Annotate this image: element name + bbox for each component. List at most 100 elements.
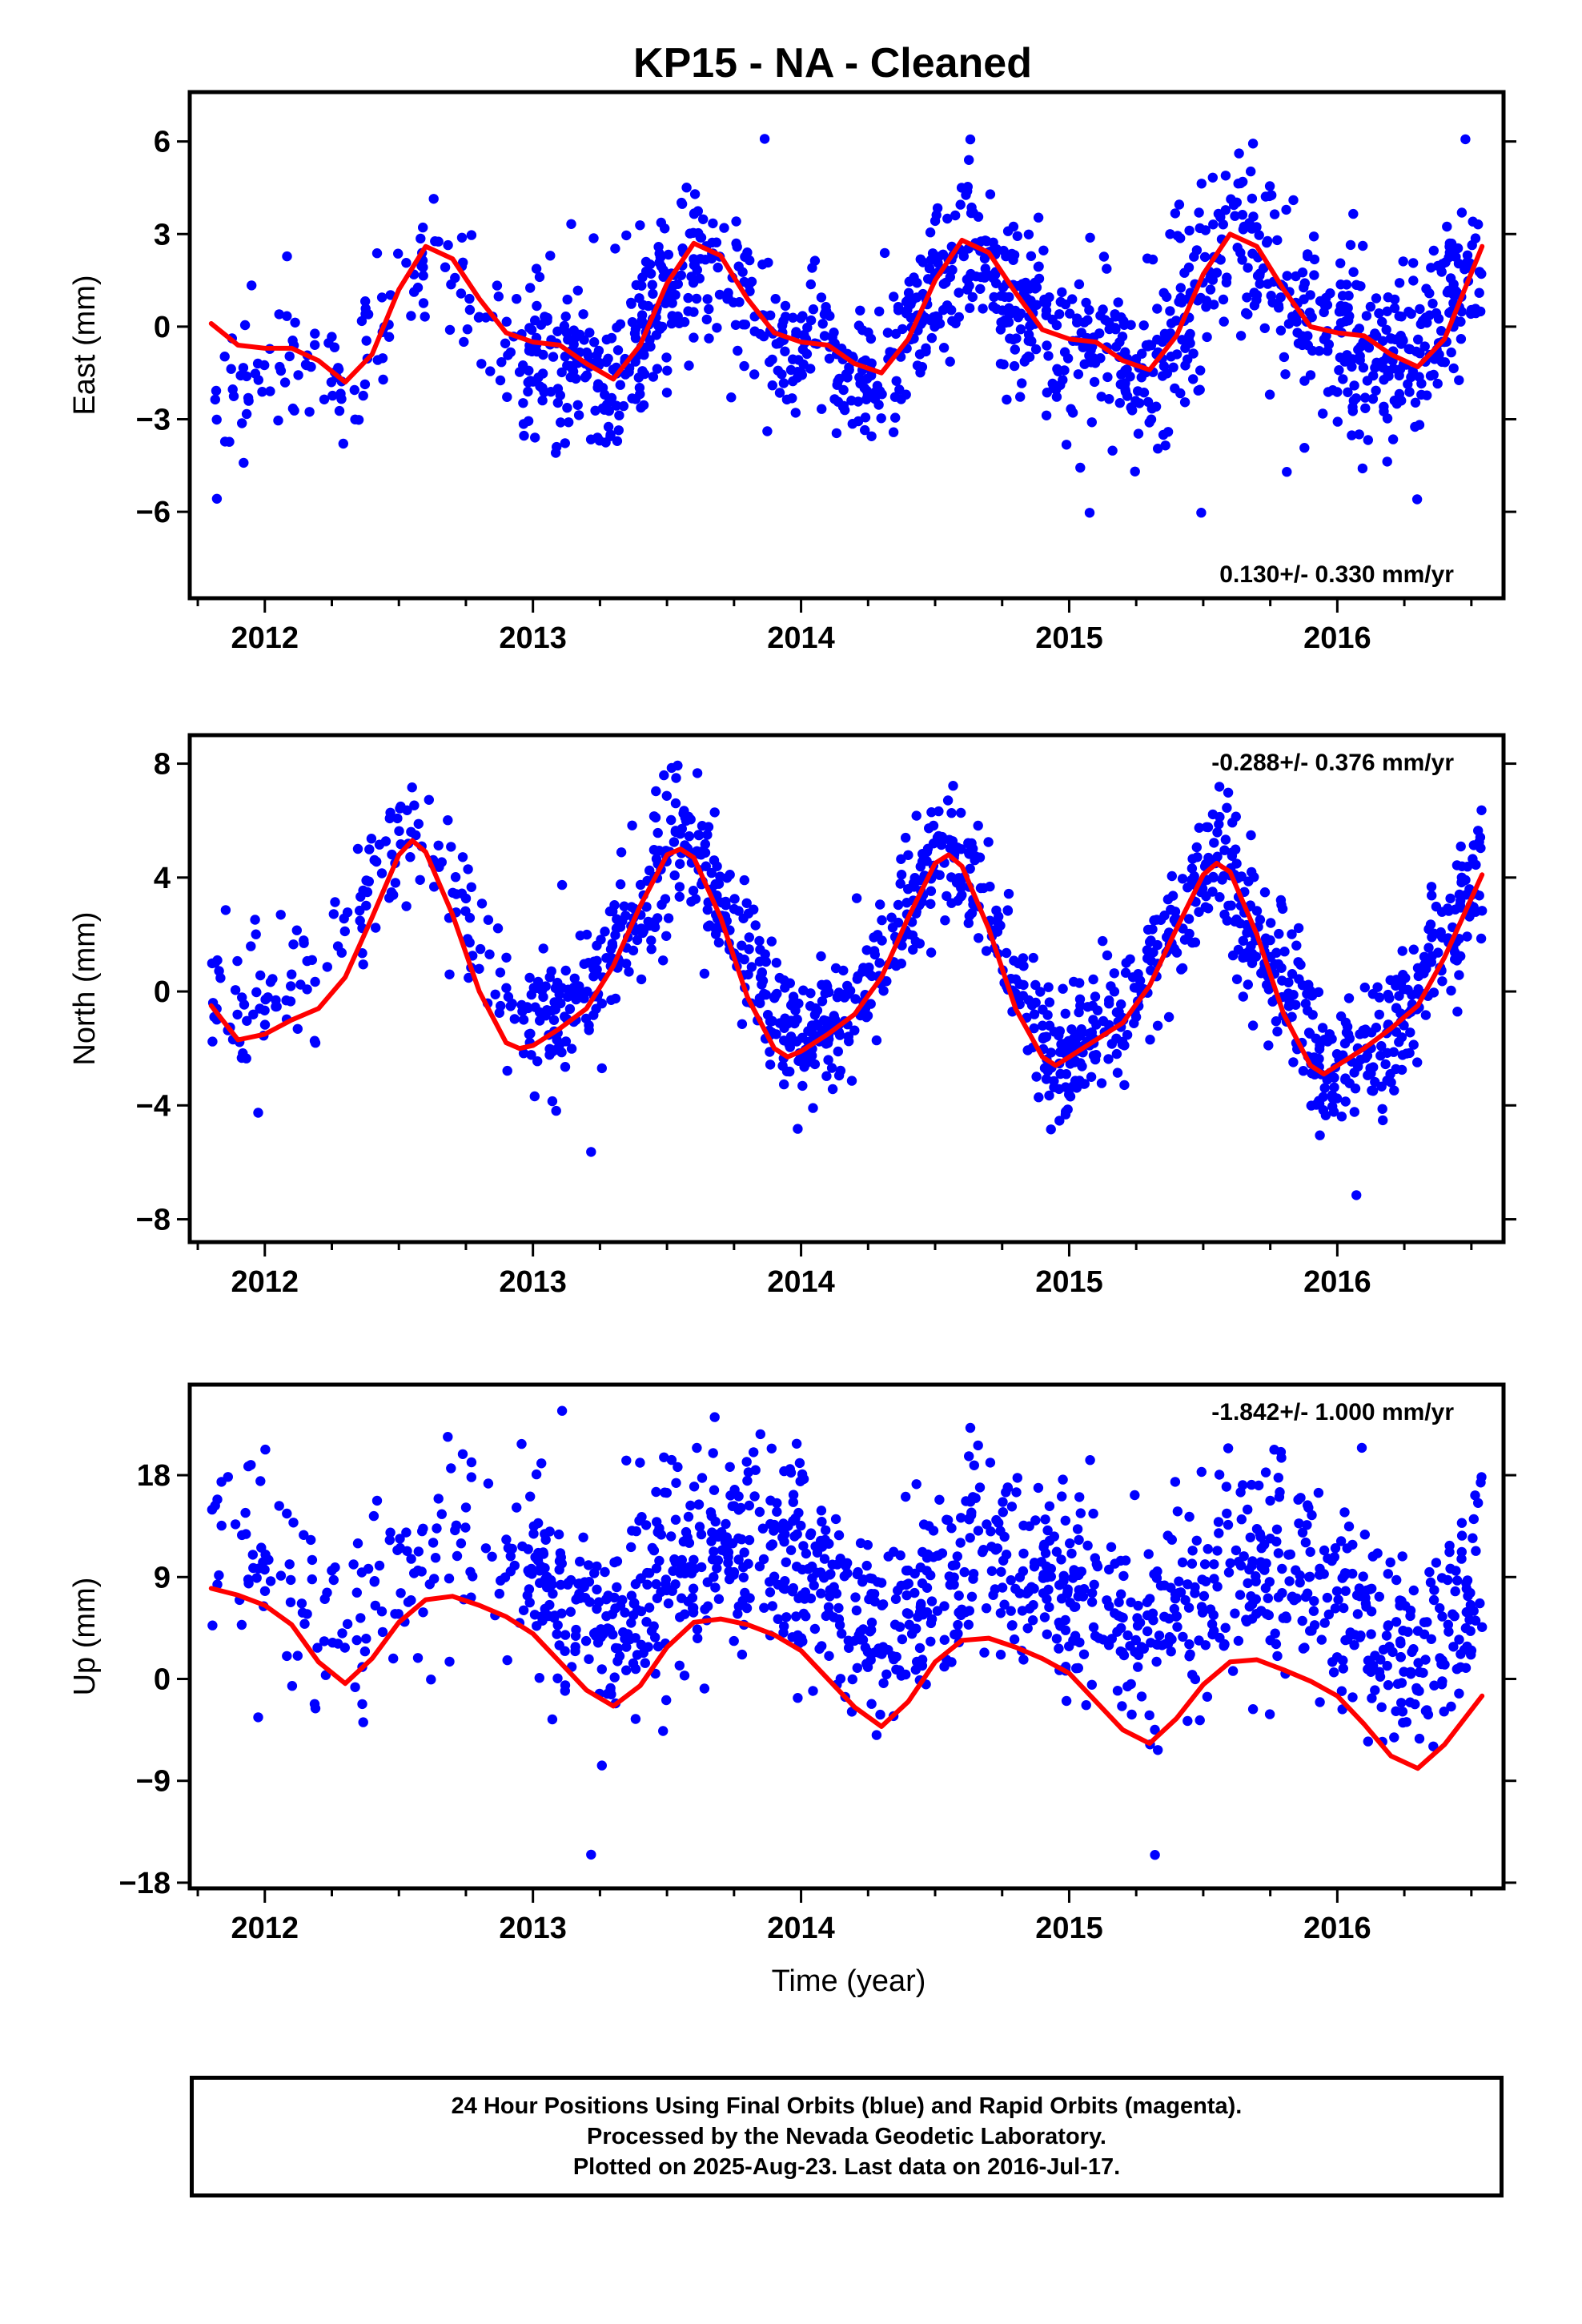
data-point bbox=[1456, 841, 1466, 852]
data-point bbox=[826, 1063, 837, 1073]
data-point bbox=[1334, 365, 1344, 376]
data-point bbox=[1271, 1638, 1282, 1650]
data-point bbox=[901, 1608, 913, 1618]
data-point bbox=[626, 1618, 636, 1628]
data-point bbox=[251, 987, 262, 998]
data-point bbox=[1378, 1115, 1388, 1126]
data-point bbox=[500, 338, 511, 348]
data-point bbox=[1098, 1015, 1109, 1027]
data-point bbox=[1383, 1569, 1394, 1579]
data-point bbox=[926, 886, 937, 896]
data-point bbox=[661, 790, 672, 801]
data-point bbox=[1166, 904, 1176, 915]
data-point bbox=[904, 276, 915, 287]
data-point bbox=[1466, 308, 1476, 320]
data-point bbox=[948, 781, 958, 791]
data-point bbox=[1146, 935, 1156, 946]
data-point bbox=[1226, 194, 1236, 204]
data-point bbox=[403, 1597, 414, 1607]
data-point bbox=[1298, 1066, 1309, 1076]
data-point bbox=[942, 1515, 954, 1526]
data-point bbox=[1102, 372, 1113, 383]
data-point bbox=[1233, 1635, 1244, 1647]
data-point bbox=[924, 823, 934, 834]
data-point bbox=[1246, 952, 1256, 963]
data-point bbox=[260, 1550, 271, 1560]
data-point bbox=[1297, 340, 1307, 351]
data-point bbox=[970, 854, 980, 866]
data-point bbox=[1159, 911, 1170, 921]
data-point bbox=[560, 965, 571, 976]
data-point bbox=[746, 962, 757, 972]
data-point bbox=[1323, 1609, 1335, 1620]
data-point bbox=[1383, 292, 1394, 303]
data-point bbox=[1006, 1606, 1016, 1616]
data-point bbox=[583, 351, 594, 361]
data-point bbox=[393, 248, 404, 259]
data-point bbox=[1243, 263, 1253, 273]
data-point bbox=[739, 875, 749, 886]
data-point bbox=[837, 1628, 847, 1639]
data-point bbox=[1308, 1606, 1319, 1616]
data-point bbox=[837, 401, 849, 412]
data-point bbox=[901, 296, 912, 307]
data-point bbox=[762, 426, 773, 436]
data-point bbox=[996, 1566, 1006, 1578]
data-point bbox=[1277, 903, 1288, 915]
data-point bbox=[1450, 1586, 1460, 1597]
data-point bbox=[1227, 817, 1238, 828]
data-point bbox=[648, 811, 660, 822]
data-point bbox=[1340, 1096, 1351, 1107]
data-point bbox=[838, 384, 849, 396]
data-point bbox=[547, 1096, 558, 1107]
data-point bbox=[750, 920, 761, 931]
data-point bbox=[1283, 1001, 1295, 1011]
data-point bbox=[1309, 1596, 1319, 1606]
data-point bbox=[1056, 1554, 1066, 1565]
data-point bbox=[376, 868, 387, 879]
x-tick-label: 2016 bbox=[1303, 1265, 1371, 1299]
data-point bbox=[1394, 278, 1405, 288]
x-tick-label: 2016 bbox=[1303, 1912, 1371, 1945]
data-point bbox=[1454, 1688, 1464, 1699]
data-point bbox=[505, 1551, 516, 1562]
data-point bbox=[596, 1760, 607, 1771]
data-point bbox=[1460, 134, 1471, 145]
data-point bbox=[1263, 1040, 1274, 1051]
data-point bbox=[1398, 984, 1409, 995]
data-point bbox=[712, 861, 722, 871]
data-point bbox=[462, 934, 473, 944]
data-point bbox=[954, 1590, 964, 1601]
data-point bbox=[530, 315, 540, 326]
data-point bbox=[710, 1582, 721, 1593]
data-point bbox=[1464, 1614, 1475, 1625]
data-point bbox=[893, 899, 904, 911]
data-point bbox=[1287, 1011, 1297, 1022]
data-point bbox=[358, 959, 368, 970]
data-point bbox=[701, 861, 711, 871]
data-point bbox=[1385, 1557, 1395, 1568]
data-point bbox=[683, 306, 693, 316]
data-point bbox=[703, 1601, 713, 1611]
data-point bbox=[688, 1602, 699, 1614]
data-point bbox=[1452, 1664, 1463, 1675]
data-point bbox=[1065, 1092, 1076, 1102]
data-point bbox=[296, 1598, 307, 1609]
data-point bbox=[1158, 361, 1170, 372]
data-point bbox=[825, 1591, 835, 1602]
data-point bbox=[241, 408, 252, 420]
data-point bbox=[1183, 914, 1195, 924]
data-point bbox=[1222, 802, 1232, 813]
data-point bbox=[683, 292, 693, 304]
data-point bbox=[352, 1538, 363, 1549]
data-point bbox=[350, 1682, 360, 1692]
data-point bbox=[418, 1607, 428, 1618]
data-point bbox=[640, 1520, 652, 1530]
data-point bbox=[1238, 224, 1249, 235]
data-point bbox=[702, 904, 713, 915]
data-point bbox=[456, 888, 468, 899]
data-point bbox=[1429, 1585, 1439, 1595]
data-point bbox=[696, 232, 707, 243]
data-point bbox=[729, 1566, 740, 1578]
data-point bbox=[501, 952, 512, 963]
